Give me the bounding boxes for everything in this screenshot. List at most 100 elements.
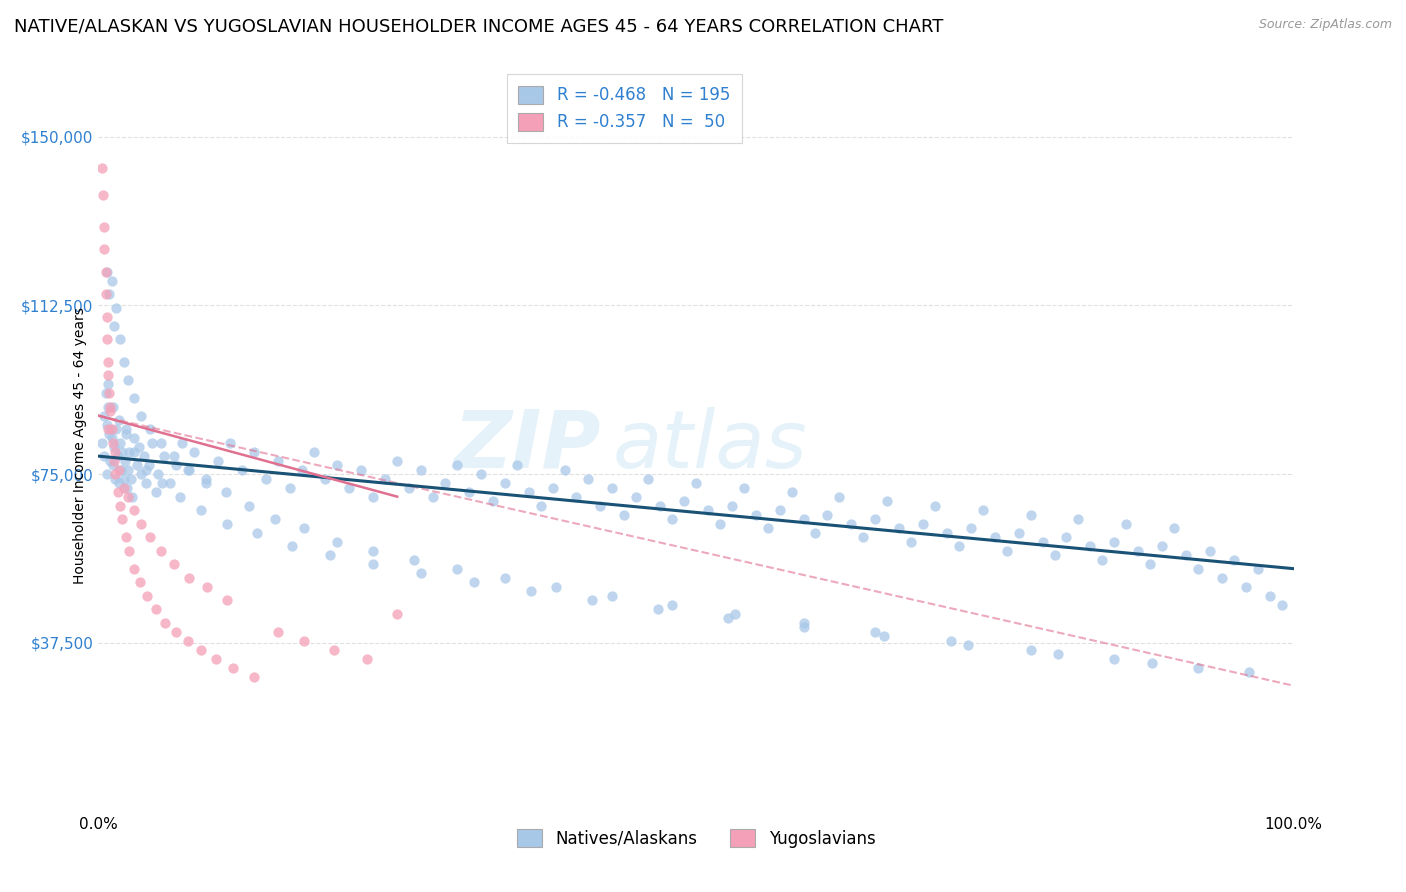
Point — [98, 404, 122, 418]
Point — [98, 426, 121, 441]
Text: atlas: atlas — [613, 407, 807, 485]
Point — [960, 521, 983, 535]
Point — [139, 422, 162, 436]
Point — [581, 593, 603, 607]
Point — [756, 521, 779, 535]
Point — [190, 503, 212, 517]
Point — [217, 593, 239, 607]
Point — [179, 462, 201, 476]
Point — [939, 633, 962, 648]
Point — [1187, 661, 1209, 675]
Point — [124, 503, 146, 517]
Point — [1139, 557, 1161, 571]
Point — [1019, 642, 1042, 657]
Point — [463, 575, 485, 590]
Point — [124, 431, 146, 445]
Point — [107, 462, 129, 476]
Point — [93, 242, 115, 256]
Point — [104, 444, 127, 458]
Point — [135, 462, 157, 476]
Point — [1211, 571, 1233, 585]
Point — [673, 494, 696, 508]
Point — [374, 472, 396, 486]
Text: Source: ZipAtlas.com: Source: ZipAtlas.com — [1258, 18, 1392, 31]
Point — [131, 516, 153, 531]
Point — [124, 562, 146, 576]
Point — [872, 629, 894, 643]
Point — [117, 462, 139, 476]
Point — [101, 400, 124, 414]
Point — [1080, 539, 1102, 553]
Point — [98, 287, 121, 301]
Point — [278, 481, 301, 495]
Point — [865, 624, 887, 639]
Point — [195, 580, 218, 594]
Point — [103, 453, 125, 467]
Point — [470, 467, 492, 482]
Point — [292, 521, 315, 535]
Point — [172, 435, 194, 450]
Point — [602, 481, 624, 495]
Point — [101, 458, 124, 472]
Point — [163, 449, 186, 463]
Point — [138, 458, 160, 472]
Point — [103, 318, 125, 333]
Point — [385, 607, 409, 621]
Point — [793, 512, 815, 526]
Point — [1223, 552, 1246, 566]
Point — [100, 274, 122, 288]
Point — [136, 589, 159, 603]
Point — [613, 508, 636, 522]
Point — [139, 530, 162, 544]
Point — [165, 458, 187, 472]
Point — [93, 219, 115, 234]
Point — [793, 620, 815, 634]
Point — [841, 516, 863, 531]
Point — [177, 633, 200, 648]
Point — [267, 624, 290, 639]
Point — [96, 264, 118, 278]
Point — [150, 476, 173, 491]
Point — [422, 490, 444, 504]
Point — [315, 472, 337, 486]
Point — [291, 462, 314, 476]
Point — [254, 472, 277, 486]
Point — [1091, 552, 1114, 566]
Point — [219, 435, 242, 450]
Point — [957, 638, 980, 652]
Point — [292, 633, 315, 648]
Point — [105, 422, 128, 436]
Point — [648, 499, 672, 513]
Point — [149, 435, 172, 450]
Point — [115, 481, 138, 495]
Point — [149, 543, 172, 558]
Point — [145, 602, 167, 616]
Point — [159, 476, 181, 491]
Point — [125, 458, 148, 472]
Point — [148, 467, 170, 482]
Point — [350, 462, 373, 476]
Point — [494, 571, 516, 585]
Point — [709, 516, 731, 531]
Point — [815, 508, 838, 522]
Point — [120, 472, 142, 486]
Point — [1239, 665, 1261, 680]
Point — [1258, 589, 1281, 603]
Point — [114, 453, 136, 467]
Point — [104, 472, 127, 486]
Point — [91, 188, 114, 202]
Point — [165, 624, 187, 639]
Point — [207, 453, 229, 467]
Point — [780, 485, 803, 500]
Point — [118, 543, 141, 558]
Point — [97, 377, 120, 392]
Point — [446, 562, 468, 576]
Point — [302, 444, 325, 458]
Point — [121, 490, 143, 504]
Point — [117, 373, 139, 387]
Point — [108, 499, 131, 513]
Point — [1187, 562, 1209, 576]
Point — [865, 512, 887, 526]
Point — [129, 575, 152, 590]
Point — [1175, 548, 1198, 562]
